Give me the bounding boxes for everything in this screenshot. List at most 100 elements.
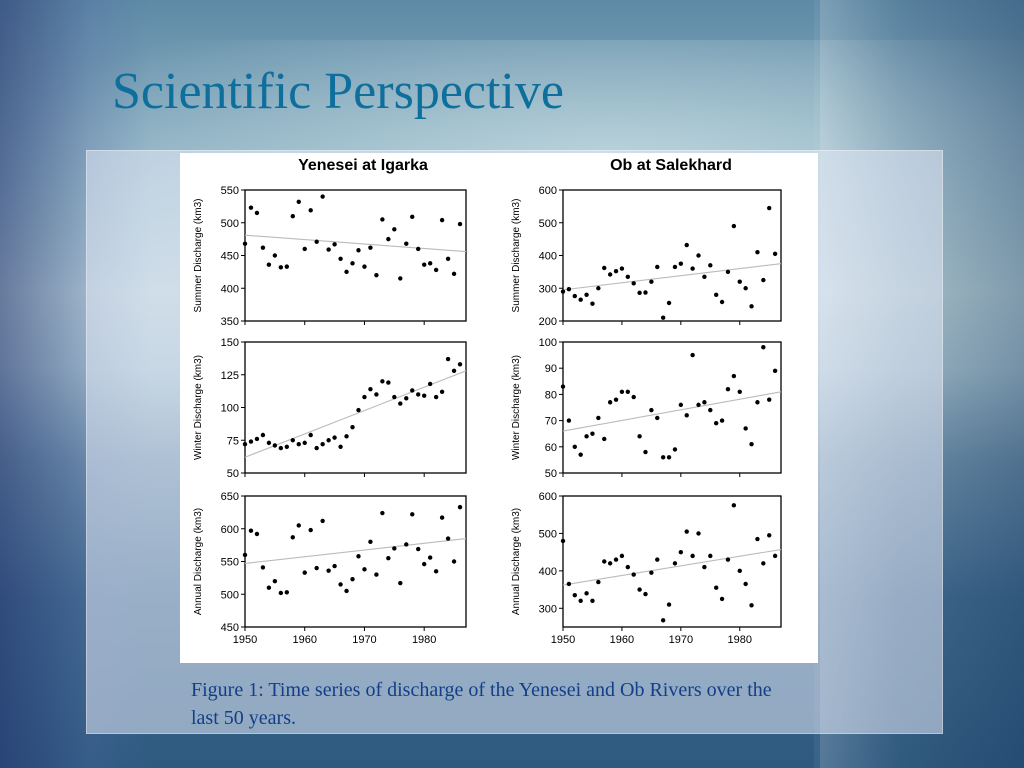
ob-winter-y-tick-label: 50 <box>545 468 557 480</box>
yenesei-winter-data-point <box>380 379 385 384</box>
yenesei-winter-data-point <box>410 388 415 393</box>
yenesei-summer-data-point <box>439 217 445 223</box>
yenesei-annual-trend-line <box>244 538 467 565</box>
yenesei-summer-y-tick-label: 350 <box>221 316 239 328</box>
ob-summer-data-point <box>637 290 642 296</box>
yenesei-summer-data-point <box>284 264 290 269</box>
ob-annual-data-point <box>660 618 666 623</box>
ob-annual-data-point <box>719 596 725 602</box>
yenesei-summer-data-point <box>350 261 355 266</box>
ob-summer-data-point <box>755 250 760 255</box>
yenesei-summer-data-point <box>308 208 313 213</box>
ob-annual-data-point <box>649 570 654 575</box>
yenesei-summer-y-tick-label: 550 <box>221 185 239 197</box>
ob-winter-data-point <box>684 413 689 418</box>
yenesei-annual-data-point <box>326 568 331 573</box>
yenesei-winter-plot-frame <box>244 341 467 474</box>
ob-winter-data-point <box>725 386 731 392</box>
yenesei-summer-data-point <box>374 272 379 278</box>
ob-summer-data-point <box>625 274 631 279</box>
yenesei-winter-y-tick-label: 75 <box>227 435 239 447</box>
yenesei-winter-data-point <box>421 393 427 398</box>
yenesei-summer-data-point <box>332 242 337 247</box>
ob-annual-data-point <box>637 587 642 592</box>
yenesei-summer-data-point <box>398 276 403 281</box>
ob-summer-data-point <box>678 261 684 266</box>
figure-svg: Yenesei at Igarka Ob at Salekhard 350 400… <box>193 157 782 646</box>
ob-winter-data-point <box>755 400 760 405</box>
yenesei-summer-data-point <box>344 269 349 275</box>
yenesei-winter-data-point <box>368 386 373 392</box>
ob-winter-data-point <box>643 449 648 455</box>
yenesei-summer-plot-frame <box>244 189 467 322</box>
yenesei-annual-data-point <box>332 563 337 569</box>
ob-winter-data-point <box>672 447 678 452</box>
ob-summer-data-point <box>737 279 742 284</box>
ob-summer-data-point <box>761 277 766 283</box>
ob-annual-data-point <box>690 553 695 559</box>
ob-summer-y-tick-label: 500 <box>539 218 557 230</box>
ob-winter-data-point <box>702 400 707 405</box>
ob-winter-data-point <box>637 434 642 439</box>
ob-annual-data-point <box>596 579 601 585</box>
yenesei-summer-data-point <box>242 241 248 246</box>
slide-title: Scientific Perspective <box>112 63 564 120</box>
yenesei-summer-data-point <box>296 199 301 204</box>
ob-summer-y-tick-label: 400 <box>539 251 557 263</box>
yenesei-summer-data-point <box>380 217 385 222</box>
yenesei-annual-data-point <box>433 569 439 574</box>
yenesei-winter-data-point <box>404 396 409 401</box>
ob-summer-data-point <box>666 300 672 306</box>
ob-summer-data-point <box>702 274 707 279</box>
yenesei-winter-data-point <box>266 440 272 446</box>
ob-annual-data-point <box>631 572 636 577</box>
yenesei-summer-data-point <box>368 245 373 250</box>
ob-summer-data-point <box>767 205 772 211</box>
yenesei-winter-y-tick-label: 100 <box>221 403 239 415</box>
yenesei-summer-data-point <box>356 248 361 253</box>
ob-annual-data-point <box>737 568 742 574</box>
ob-summer-data-point <box>708 263 713 268</box>
yenesei-summer-data-point <box>320 194 325 199</box>
yenesei-summer-data-point <box>338 256 343 261</box>
yenesei-winter-data-point <box>350 424 355 430</box>
ob-winter-data-point <box>749 441 754 447</box>
ob-winter-data-point <box>584 434 589 439</box>
yenesei-winter-data-point <box>445 356 451 362</box>
yenesei-winter-data-point <box>248 439 254 444</box>
yenesei-annual-data-point <box>284 590 290 595</box>
ob-annual-plot-frame <box>562 495 782 628</box>
yenesei-annual-data-point <box>344 588 349 594</box>
yenesei-annual-data-point <box>302 570 307 575</box>
ob-summer-data-point <box>696 253 701 258</box>
yenesei-annual-data-point <box>398 580 403 586</box>
ob-annual-y-tick-label: 400 <box>539 566 557 578</box>
yenesei-winter-data-point <box>386 380 391 385</box>
yenesei-summer-data-point <box>248 205 254 210</box>
yenesei-annual-data-point <box>392 546 397 551</box>
yenesei-annual-y-axis-label: Annual Discharge (km3) <box>193 508 204 615</box>
ob-summer-data-point <box>631 281 636 286</box>
ob-annual-y-tick-label: 300 <box>539 603 557 615</box>
ob-summer-data-point <box>719 299 725 305</box>
yenesei-annual-data-point <box>356 554 361 559</box>
ob-annual-y-axis-label: Annual Discharge (km3) <box>511 508 522 615</box>
ob-annual-data-point <box>666 602 672 607</box>
yenesei-summer-data-point <box>266 262 272 267</box>
yenesei-winter-data-point <box>344 434 349 439</box>
yenesei-summer-data-point <box>392 227 397 232</box>
yenesei-summer-data-point <box>433 267 439 273</box>
yenesei-winter-data-point <box>356 407 361 413</box>
yenesei-annual-data-point <box>451 559 457 564</box>
ob-winter-data-point <box>678 402 684 408</box>
ob-winter-data-point <box>625 389 631 394</box>
ob-annual-data-point <box>619 553 625 559</box>
ob-summer-data-point <box>566 287 572 292</box>
yenesei-annual-data-point <box>308 527 313 533</box>
yenesei-summer-data-point <box>362 264 367 269</box>
ob-annual-data-point <box>607 561 613 566</box>
yenesei-summer-data-point <box>427 261 433 266</box>
yenesei-annual-data-point <box>386 556 391 561</box>
yenesei-annual-x-tick-label: 1950 <box>233 634 257 646</box>
yenesei-annual-data-point <box>368 539 373 545</box>
